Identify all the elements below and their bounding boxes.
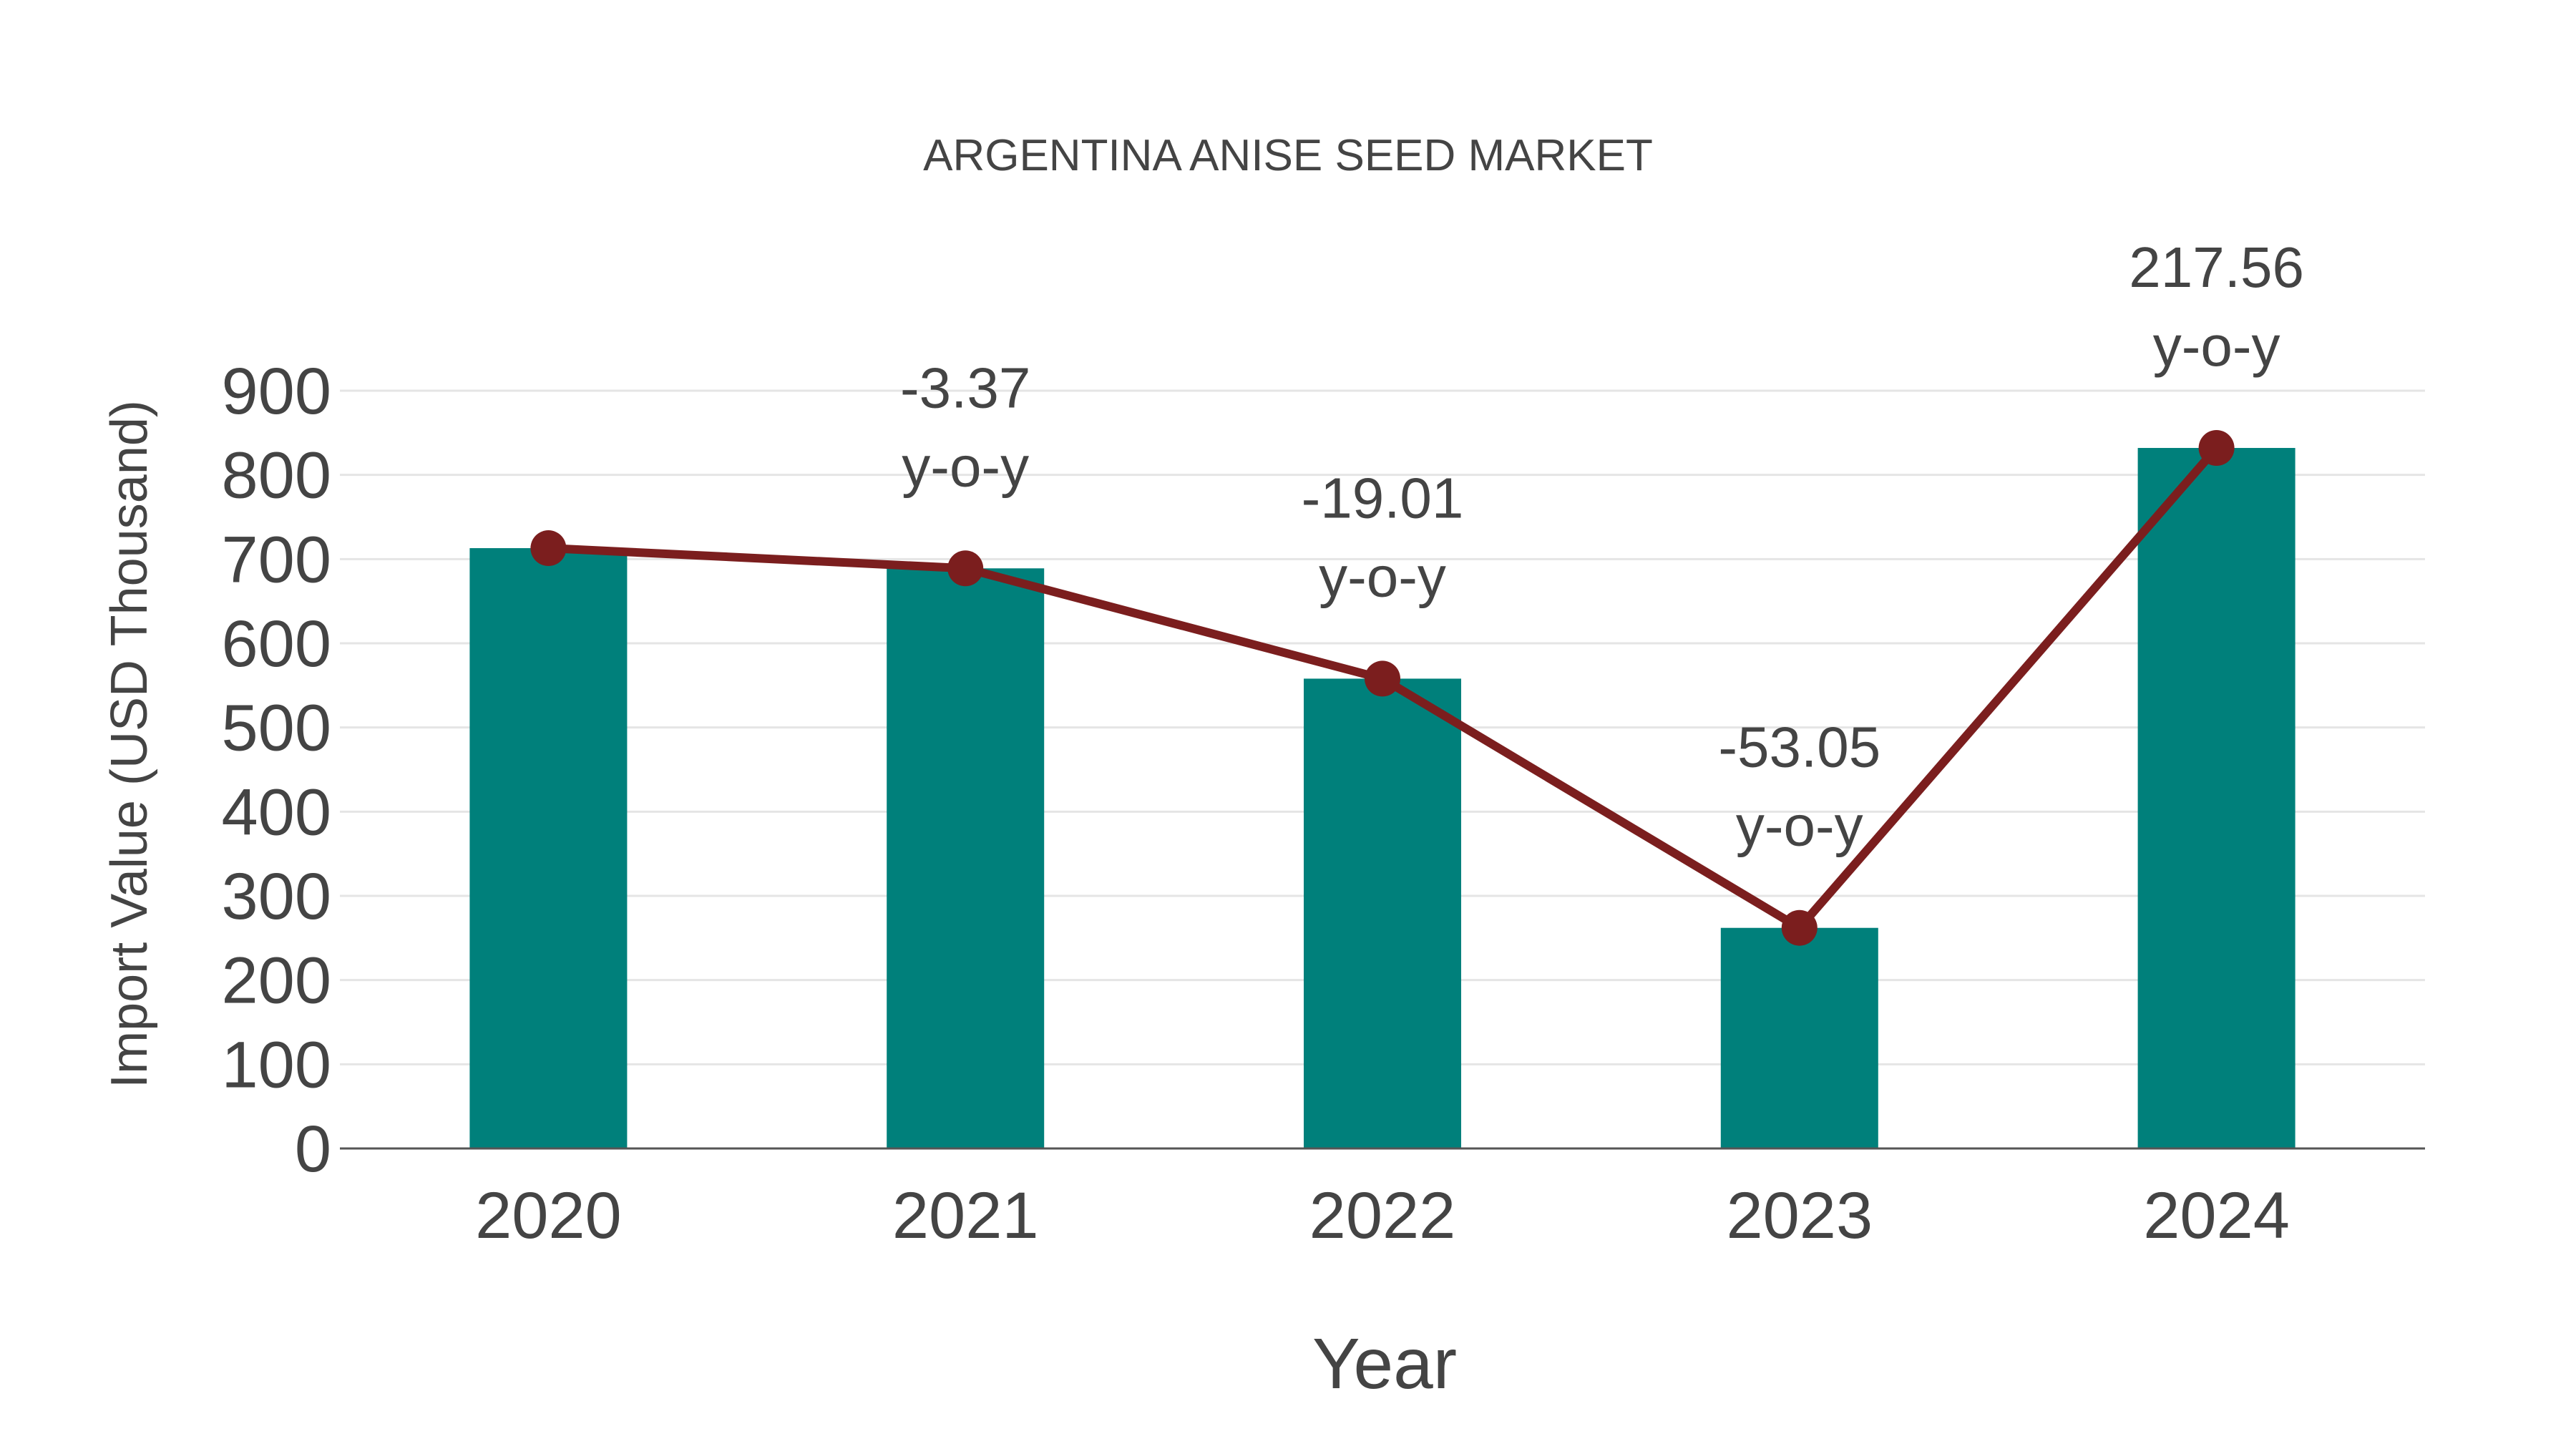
bar-2021	[887, 568, 1045, 1148]
x-tick-label: 2020	[475, 1179, 622, 1252]
bars	[469, 448, 2296, 1148]
y-tick-label: 800	[222, 439, 332, 512]
y-tick-label: 700	[222, 523, 332, 596]
x-axis-title: Year	[1312, 1324, 1457, 1404]
yoy-suffix: y-o-y	[1319, 545, 1446, 608]
x-tick-label: 2022	[1309, 1179, 1456, 1252]
y-axis-title: Import Value (USD Thousand)	[101, 400, 158, 1088]
y-tick-label: 200	[222, 945, 332, 1018]
trend-marker	[947, 550, 984, 587]
yoy-suffix: y-o-y	[902, 434, 1029, 498]
yoy-value: -19.01	[1302, 466, 1464, 530]
yoy-value: -53.05	[1718, 716, 1880, 779]
x-tick-label: 2021	[892, 1179, 1039, 1252]
trend-marker	[1365, 660, 1400, 697]
trend-marker	[1781, 909, 1818, 946]
y-tick-label: 100	[222, 1028, 332, 1101]
x-tick-label: 2023	[1726, 1179, 1873, 1252]
bar-2024	[2137, 448, 2296, 1148]
trend-line	[530, 430, 2235, 946]
y-tick-label: 600	[222, 608, 332, 680]
yoy-suffix: y-o-y	[2153, 314, 2280, 378]
yoy-value: -3.37	[900, 356, 1030, 419]
yoy-annotations: -3.37 y-o-y -19.01 y-o-y -53.05 y-o-y 217.56 y-…	[900, 235, 2304, 858]
x-tick-label: 2024	[2143, 1179, 2290, 1252]
bar-2020	[469, 548, 628, 1148]
trend-marker	[2198, 430, 2235, 467]
y-axis-ticks: 0 100 200 300 400 500 600 700 800 900	[222, 355, 332, 1186]
yoy-suffix: y-o-y	[1736, 794, 1863, 858]
y-tick-label: 900	[222, 355, 332, 428]
trend-marker	[530, 530, 567, 567]
y-tick-label: 300	[222, 860, 332, 933]
x-axis-ticks: 2020 2021 2022 2023 2024	[475, 1179, 2290, 1252]
y-tick-label: 400	[222, 776, 332, 849]
bar-2023	[1720, 927, 1878, 1148]
yoy-value: 217.56	[2129, 235, 2304, 299]
y-tick-label: 0	[295, 1113, 331, 1186]
chart-title: ARGENTINA ANISE SEED MARKET	[923, 131, 1653, 180]
y-tick-label: 500	[222, 692, 332, 765]
bar-2022	[1304, 678, 1461, 1148]
